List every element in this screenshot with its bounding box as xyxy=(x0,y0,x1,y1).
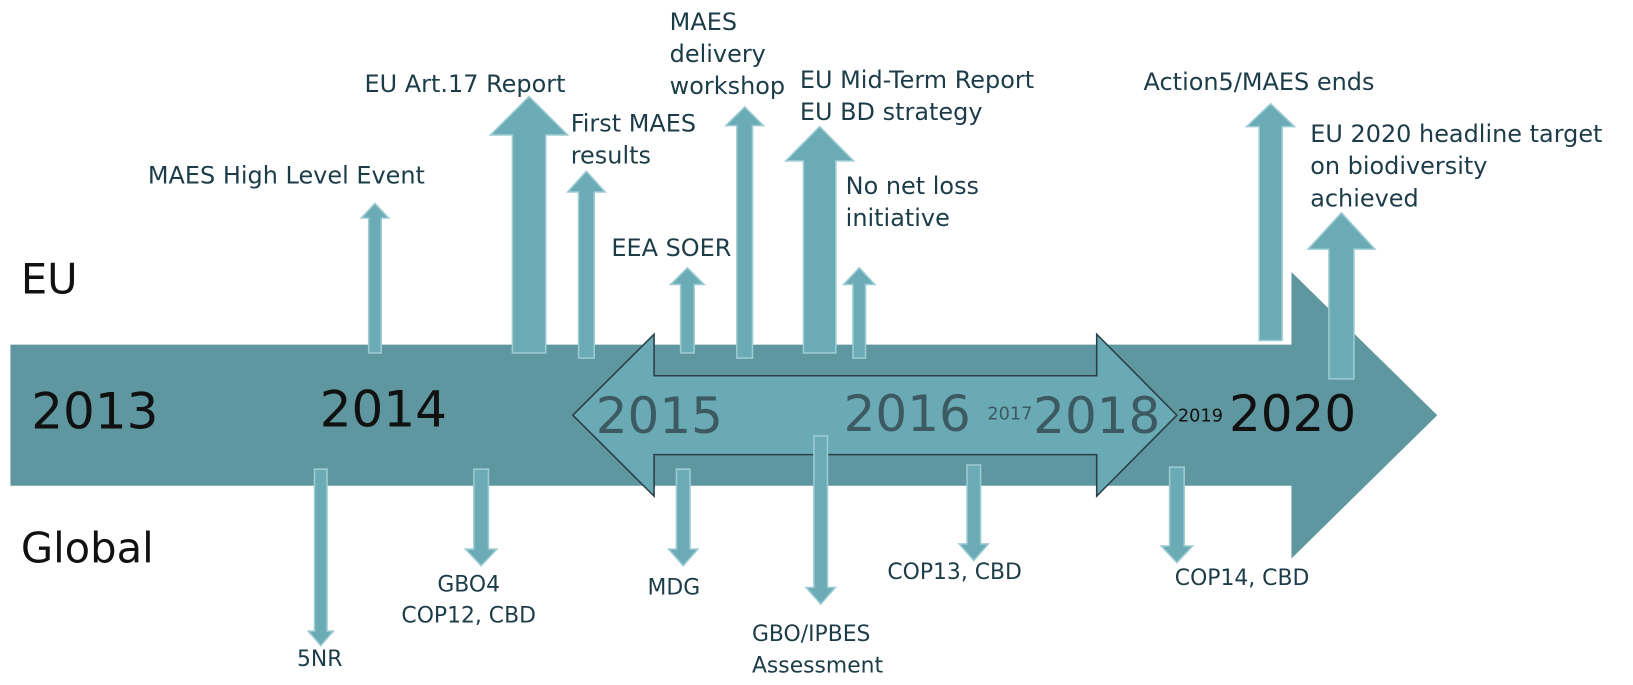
eu-event-label: achieved xyxy=(1310,184,1419,212)
row-label: EU xyxy=(21,255,78,304)
event-arrow xyxy=(1306,211,1377,380)
eu-event-label: EEA SOER xyxy=(611,234,731,262)
eu-event-label: EU Art.17 Report xyxy=(365,70,566,98)
double-arrow xyxy=(571,332,1178,499)
row-label: Global xyxy=(21,524,154,573)
year-label: 2015 xyxy=(596,387,723,445)
year-label: 2014 xyxy=(320,381,447,439)
eu-event-label: EU 2020 headline target xyxy=(1310,120,1602,148)
global-event-label: GBO4 xyxy=(437,572,500,597)
global-event-label: COP14, CBD xyxy=(1175,566,1309,591)
event-arrow xyxy=(666,468,700,567)
event-arrow xyxy=(804,435,838,606)
eu-event-label: MAES High Level Event xyxy=(148,161,425,189)
global-event-label: MDG xyxy=(648,576,701,601)
global-event-label: COP13, CBD xyxy=(887,560,1021,585)
global-event-label: 5NR xyxy=(297,647,342,672)
eu-event-label: on biodiversity xyxy=(1310,152,1487,180)
event-arrow xyxy=(1244,102,1297,342)
global-event-label: COP12, CBD xyxy=(401,604,535,629)
eu-event-label: EU Mid-Term Report xyxy=(800,66,1034,94)
global-event-label: GBO/IPBES xyxy=(752,622,870,647)
eu-event-label: No net loss xyxy=(846,172,979,200)
year-label: 2018 xyxy=(1033,387,1160,445)
year-label: 2016 xyxy=(844,385,971,443)
event-arrow xyxy=(359,202,391,354)
event-arrow xyxy=(463,468,499,567)
event-arrow xyxy=(668,266,706,354)
eu-event-label: workshop xyxy=(670,72,785,100)
eu-event-label: initiative xyxy=(846,204,950,232)
year-label: 2013 xyxy=(31,383,158,441)
year-label: 2020 xyxy=(1229,385,1356,443)
event-arrow xyxy=(306,468,335,647)
year-label: 2019 xyxy=(1178,406,1223,426)
event-arrow xyxy=(1159,466,1195,564)
event-arrow xyxy=(488,95,570,354)
year-label: 2017 xyxy=(987,404,1032,424)
event-arrow xyxy=(957,464,991,562)
eu-event-label: MAES xyxy=(670,8,737,36)
eu-event-label: Action5/MAES ends xyxy=(1144,68,1375,96)
event-arrow xyxy=(565,170,607,359)
eu-event-label: EU BD strategy xyxy=(800,98,983,126)
event-arrow xyxy=(841,266,877,359)
eu-event-label: delivery xyxy=(670,40,766,68)
event-arrow xyxy=(724,105,766,359)
event-arrow xyxy=(783,125,856,354)
eu-event-label: First MAES xyxy=(571,110,696,138)
global-event-label: Assessment xyxy=(752,653,884,678)
timeline: EU Global 2013 2014 2015 2016 2017 2018 2019 20… xyxy=(10,8,1602,678)
eu-event-label: results xyxy=(571,142,651,170)
